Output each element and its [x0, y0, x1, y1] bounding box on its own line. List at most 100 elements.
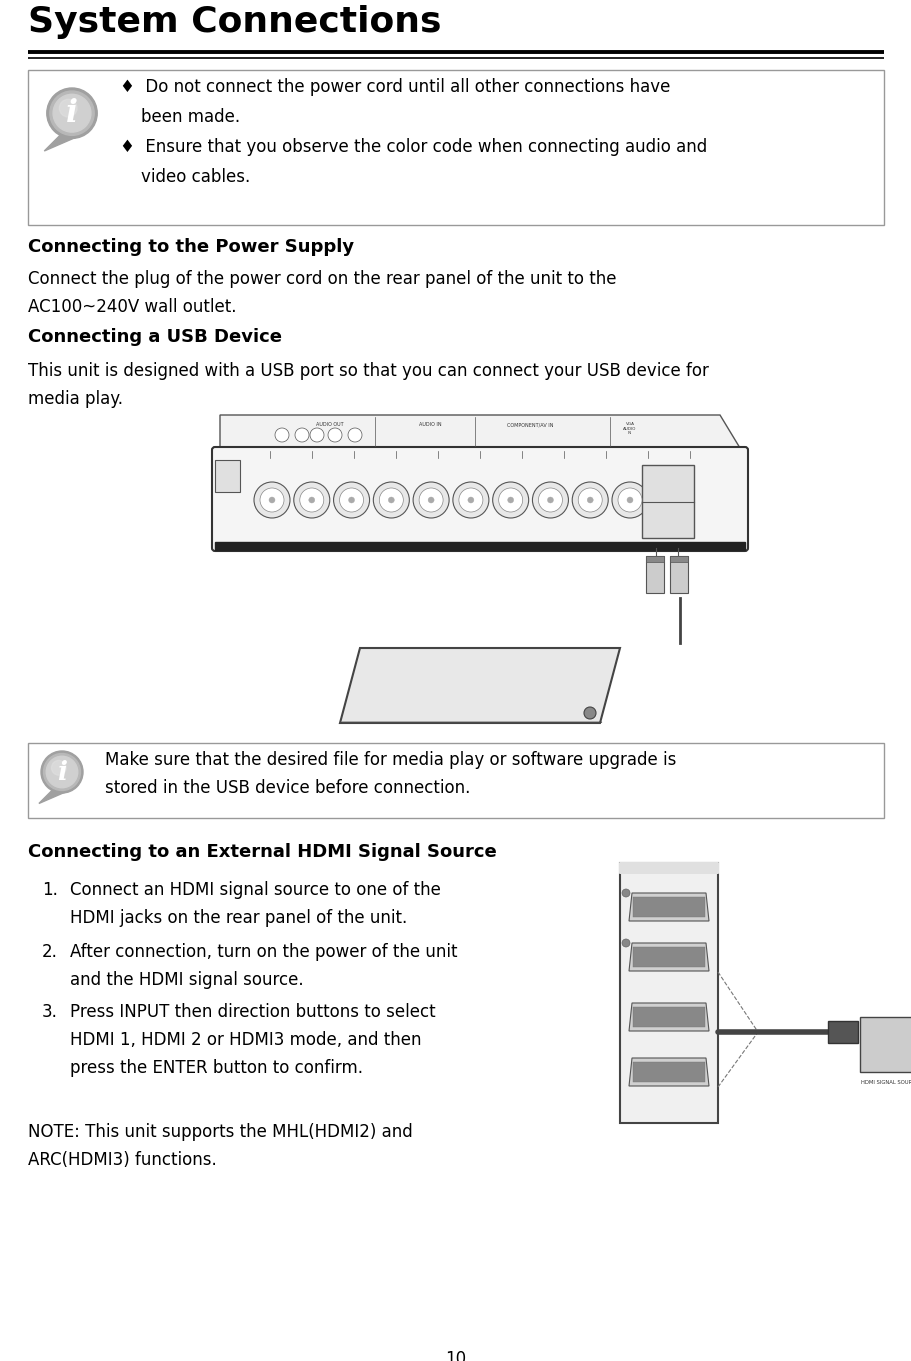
- Polygon shape: [629, 1057, 708, 1086]
- Circle shape: [587, 497, 592, 504]
- Bar: [619, 863, 717, 1123]
- Text: 2.: 2.: [42, 943, 57, 961]
- Circle shape: [618, 489, 641, 512]
- Circle shape: [348, 427, 362, 442]
- Text: Connecting a USB Device: Connecting a USB Device: [28, 328, 281, 346]
- Circle shape: [427, 497, 434, 504]
- Circle shape: [583, 706, 596, 719]
- Circle shape: [627, 497, 632, 504]
- Circle shape: [46, 757, 77, 788]
- Bar: [670, 557, 687, 593]
- Text: NOTE: This unit supports the MHL(HDMI2) and: NOTE: This unit supports the MHL(HDMI2) …: [28, 1123, 413, 1141]
- Circle shape: [413, 482, 448, 519]
- Circle shape: [373, 482, 409, 519]
- Bar: [215, 542, 744, 550]
- Bar: [632, 947, 704, 968]
- Circle shape: [621, 939, 630, 947]
- Circle shape: [339, 489, 363, 512]
- Circle shape: [547, 497, 553, 504]
- Bar: [632, 897, 704, 917]
- Text: AUDIO IN: AUDIO IN: [418, 422, 441, 427]
- Circle shape: [293, 482, 330, 519]
- Circle shape: [388, 497, 394, 504]
- Text: VGA
AUDIO
IN: VGA AUDIO IN: [622, 422, 636, 436]
- Circle shape: [260, 489, 283, 512]
- Circle shape: [621, 889, 630, 897]
- Circle shape: [507, 497, 513, 504]
- FancyBboxPatch shape: [619, 862, 718, 874]
- Circle shape: [309, 497, 314, 504]
- Bar: [215, 460, 240, 491]
- Circle shape: [310, 427, 323, 442]
- Text: 10: 10: [445, 1350, 466, 1361]
- Circle shape: [44, 754, 80, 791]
- Text: ♦  Ensure that you observe the color code when connecting audio and: ♦ Ensure that you observe the color code…: [120, 137, 706, 157]
- Circle shape: [328, 427, 342, 442]
- Circle shape: [59, 99, 77, 117]
- Text: media play.: media play.: [28, 391, 123, 408]
- Text: i: i: [56, 759, 67, 784]
- Text: HDMI jacks on the rear panel of the unit.: HDMI jacks on the rear panel of the unit…: [70, 909, 407, 927]
- Bar: [28, 69, 883, 225]
- Text: Connecting to an External HDMI Signal Source: Connecting to an External HDMI Signal So…: [28, 842, 496, 862]
- Circle shape: [294, 427, 309, 442]
- Text: AC100~240V wall outlet.: AC100~240V wall outlet.: [28, 298, 236, 316]
- Circle shape: [379, 489, 403, 512]
- Circle shape: [498, 489, 522, 512]
- Polygon shape: [629, 943, 708, 970]
- Text: been made.: been made.: [120, 108, 240, 127]
- Polygon shape: [45, 131, 82, 151]
- Circle shape: [46, 88, 97, 139]
- Text: HDMI SIGNAL SOURCE: HDMI SIGNAL SOURCE: [860, 1081, 911, 1085]
- Text: and the HDMI signal source.: and the HDMI signal source.: [70, 970, 303, 989]
- Circle shape: [275, 427, 289, 442]
- Polygon shape: [340, 648, 619, 723]
- Polygon shape: [39, 787, 70, 803]
- Circle shape: [458, 489, 482, 512]
- Text: After connection, turn on the power of the unit: After connection, turn on the power of t…: [70, 943, 457, 961]
- Text: stored in the USB device before connection.: stored in the USB device before connecti…: [105, 778, 470, 798]
- Text: Press INPUT then direction buttons to select: Press INPUT then direction buttons to se…: [70, 1003, 435, 1021]
- Circle shape: [50, 91, 94, 135]
- Text: This unit is designed with a USB port so that you can connect your USB device fo: This unit is designed with a USB port so…: [28, 362, 708, 380]
- Circle shape: [537, 489, 562, 512]
- Bar: [645, 557, 663, 562]
- Circle shape: [254, 482, 290, 519]
- Circle shape: [532, 482, 568, 519]
- Circle shape: [300, 489, 323, 512]
- Circle shape: [41, 751, 83, 793]
- Text: 3.: 3.: [42, 1003, 57, 1021]
- Text: 1.: 1.: [42, 881, 57, 900]
- Text: ♦  Do not connect the power cord until all other connections have: ♦ Do not connect the power cord until al…: [120, 78, 670, 97]
- Text: HDMI 1, HDMI 2 or HDMI3 mode, and then: HDMI 1, HDMI 2 or HDMI3 mode, and then: [70, 1032, 421, 1049]
- Circle shape: [492, 482, 528, 519]
- Bar: [670, 557, 687, 562]
- Bar: [645, 557, 663, 593]
- Text: ARC(HDMI3) functions.: ARC(HDMI3) functions.: [28, 1151, 217, 1169]
- Polygon shape: [629, 893, 708, 921]
- Bar: [859, 1017, 911, 1072]
- Circle shape: [53, 94, 91, 132]
- Polygon shape: [220, 415, 739, 448]
- Circle shape: [453, 482, 488, 519]
- Text: Connecting to the Power Supply: Connecting to the Power Supply: [28, 238, 353, 256]
- Bar: [632, 1007, 704, 1028]
- Text: Make sure that the desired file for media play or software upgrade is: Make sure that the desired file for medi…: [105, 751, 676, 769]
- Text: Connect an HDMI signal source to one of the: Connect an HDMI signal source to one of …: [70, 881, 440, 900]
- Circle shape: [348, 497, 354, 504]
- Circle shape: [578, 489, 601, 512]
- Circle shape: [419, 489, 443, 512]
- Bar: [641, 465, 693, 538]
- Text: press the ENTER button to confirm.: press the ENTER button to confirm.: [70, 1059, 363, 1077]
- FancyBboxPatch shape: [211, 446, 747, 551]
- Circle shape: [51, 761, 67, 776]
- Text: i: i: [66, 98, 78, 129]
- Circle shape: [571, 482, 608, 519]
- Circle shape: [467, 497, 474, 504]
- Text: System Connections: System Connections: [28, 5, 441, 39]
- Circle shape: [269, 497, 275, 504]
- Circle shape: [333, 482, 369, 519]
- Text: video cables.: video cables.: [120, 167, 250, 186]
- Text: AUDIO OUT: AUDIO OUT: [316, 422, 343, 427]
- Text: COMPONENT/AV IN: COMPONENT/AV IN: [507, 422, 553, 427]
